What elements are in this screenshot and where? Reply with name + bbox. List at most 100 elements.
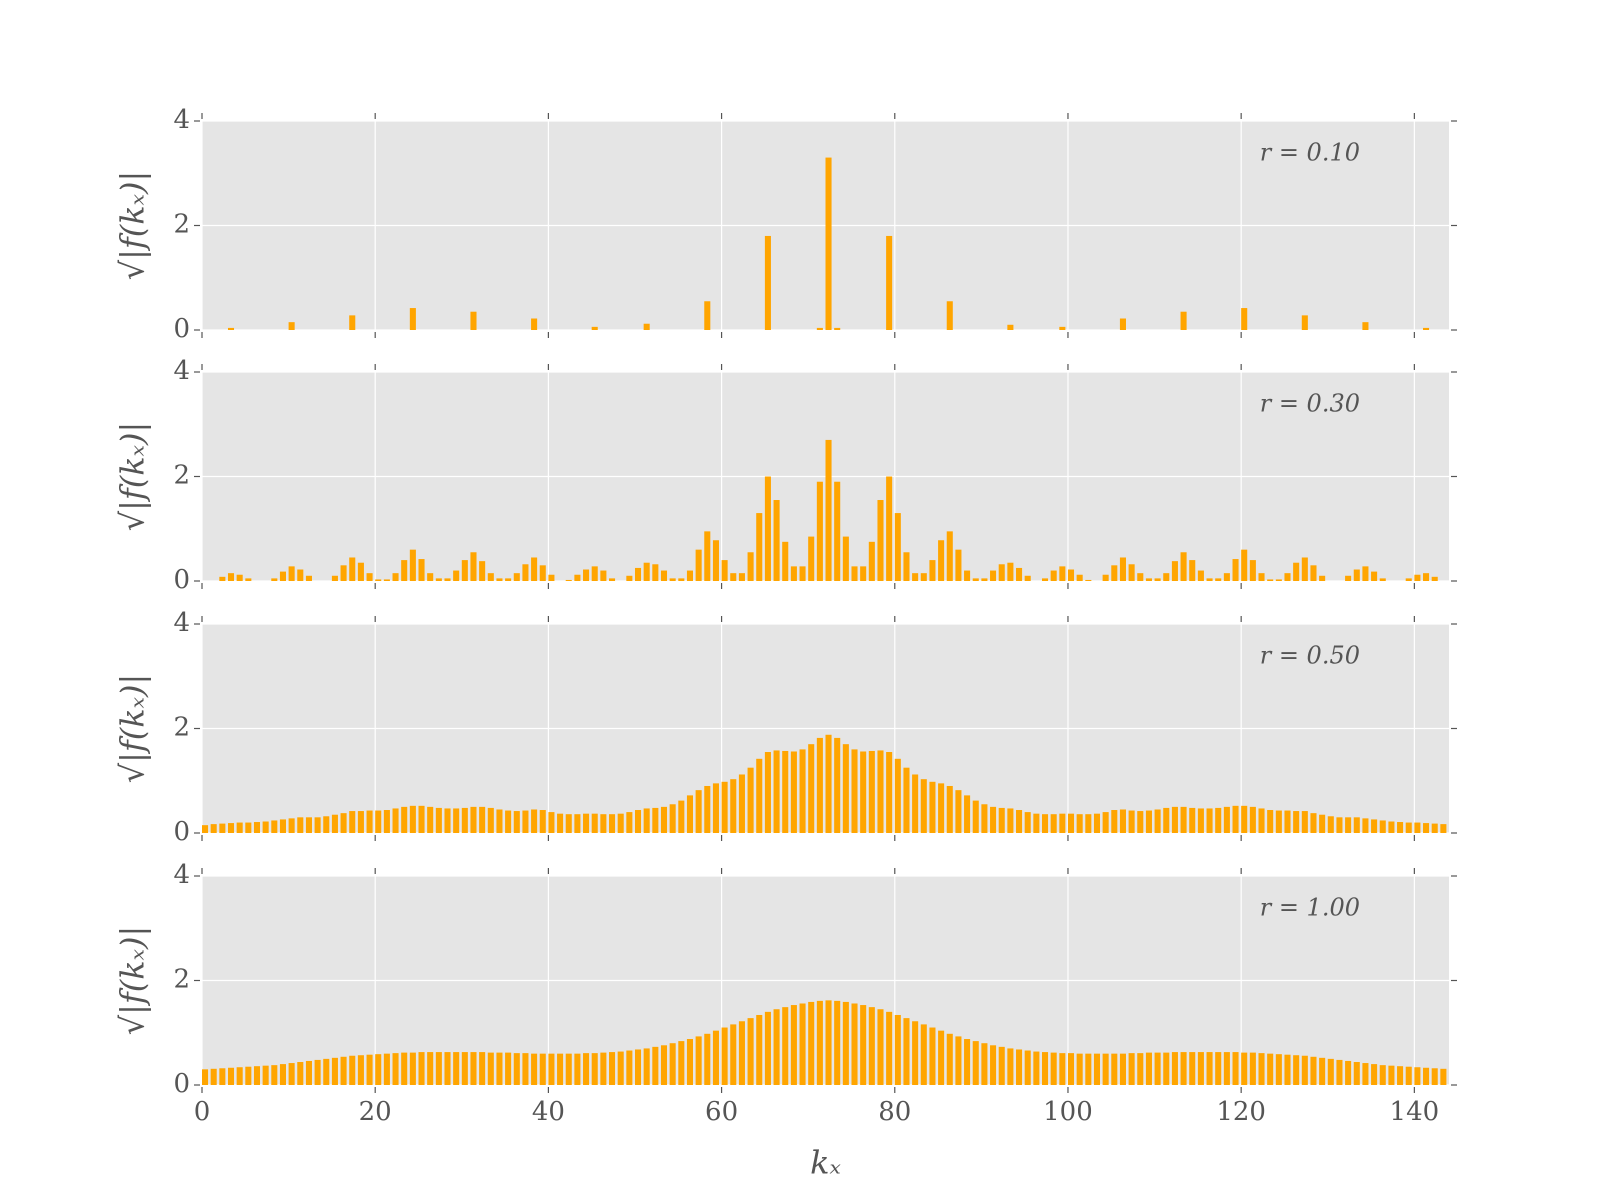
bar (652, 1046, 659, 1085)
bar (747, 767, 754, 833)
bar (868, 750, 875, 833)
bar (834, 481, 841, 581)
bar (1171, 561, 1178, 581)
bar (279, 1064, 286, 1085)
bar (1284, 573, 1291, 581)
bar (1016, 1049, 1023, 1085)
bar (660, 570, 668, 581)
bar (860, 1005, 867, 1085)
bar (1206, 1052, 1213, 1085)
bar (453, 808, 460, 833)
bar (331, 1057, 338, 1085)
bar (1206, 808, 1213, 833)
bar (383, 1053, 390, 1085)
y-tick-label: 4 (173, 608, 190, 638)
bar (790, 1005, 797, 1085)
bar (894, 1014, 901, 1085)
bar (331, 575, 338, 581)
bar (764, 752, 771, 833)
bar (669, 804, 676, 833)
bar (323, 1058, 330, 1085)
bar (773, 750, 780, 833)
bar (1197, 1052, 1204, 1085)
bar (1067, 1053, 1075, 1085)
bar (392, 808, 399, 833)
bar (842, 1001, 849, 1085)
bar (1154, 1052, 1161, 1085)
bar (1431, 823, 1438, 833)
bar (323, 816, 330, 833)
y-axis-label: √|f(kₓ)| (114, 422, 152, 532)
bar (643, 562, 650, 581)
bar (695, 790, 702, 833)
bar (1397, 1066, 1404, 1085)
bar (1180, 1052, 1187, 1085)
bar (401, 806, 408, 833)
bar (1085, 579, 1092, 581)
bar (851, 749, 858, 833)
bar (271, 820, 278, 833)
bar (236, 574, 243, 581)
bar (1102, 812, 1109, 833)
bar (868, 1007, 875, 1085)
bar (591, 566, 598, 581)
bar (409, 549, 416, 581)
bar (1076, 574, 1083, 581)
bar (660, 806, 668, 833)
bar (1301, 811, 1308, 833)
bar (1345, 575, 1352, 581)
bar (669, 1043, 676, 1085)
bar (669, 578, 676, 581)
x-tick-label: 80 (878, 1097, 911, 1127)
bar (1275, 810, 1282, 833)
bar (790, 751, 797, 833)
bar (1050, 1052, 1057, 1085)
bar (1371, 571, 1378, 581)
bar (721, 781, 728, 833)
bar (1137, 573, 1144, 581)
bar (1016, 810, 1023, 833)
bar (583, 1053, 590, 1085)
bar (210, 824, 217, 833)
bar (1067, 569, 1075, 581)
bar (652, 564, 659, 581)
bar (245, 1066, 252, 1085)
bar (401, 560, 408, 581)
bar (1258, 1053, 1265, 1085)
bar (825, 734, 832, 833)
bar (557, 1053, 564, 1085)
bar (1119, 318, 1126, 330)
bar (349, 1055, 356, 1085)
bar (435, 807, 442, 833)
bar (513, 573, 520, 581)
bar (1059, 326, 1066, 330)
bar (305, 575, 312, 581)
bar (444, 1052, 451, 1085)
bar (799, 749, 806, 833)
bar (730, 779, 737, 833)
bar (1033, 813, 1040, 833)
bar (531, 557, 538, 581)
bar (678, 800, 685, 833)
bar (1327, 816, 1334, 833)
bar (1085, 814, 1092, 833)
bar (1128, 1053, 1135, 1085)
bar (600, 1052, 607, 1085)
x-tick-label: 100 (1043, 1097, 1093, 1127)
bar (1197, 570, 1204, 581)
bar (288, 322, 295, 330)
bar (1293, 811, 1300, 833)
bar (834, 737, 841, 833)
bar (288, 818, 295, 833)
bar (782, 541, 789, 581)
bar (894, 513, 901, 581)
bar (1267, 579, 1274, 581)
bar (912, 1021, 919, 1085)
bar (1033, 1051, 1040, 1085)
bar (712, 1030, 719, 1085)
bar (756, 1014, 763, 1085)
bar (1275, 1054, 1282, 1085)
bar (1284, 810, 1291, 833)
bar (721, 1027, 728, 1085)
bar (981, 578, 988, 581)
